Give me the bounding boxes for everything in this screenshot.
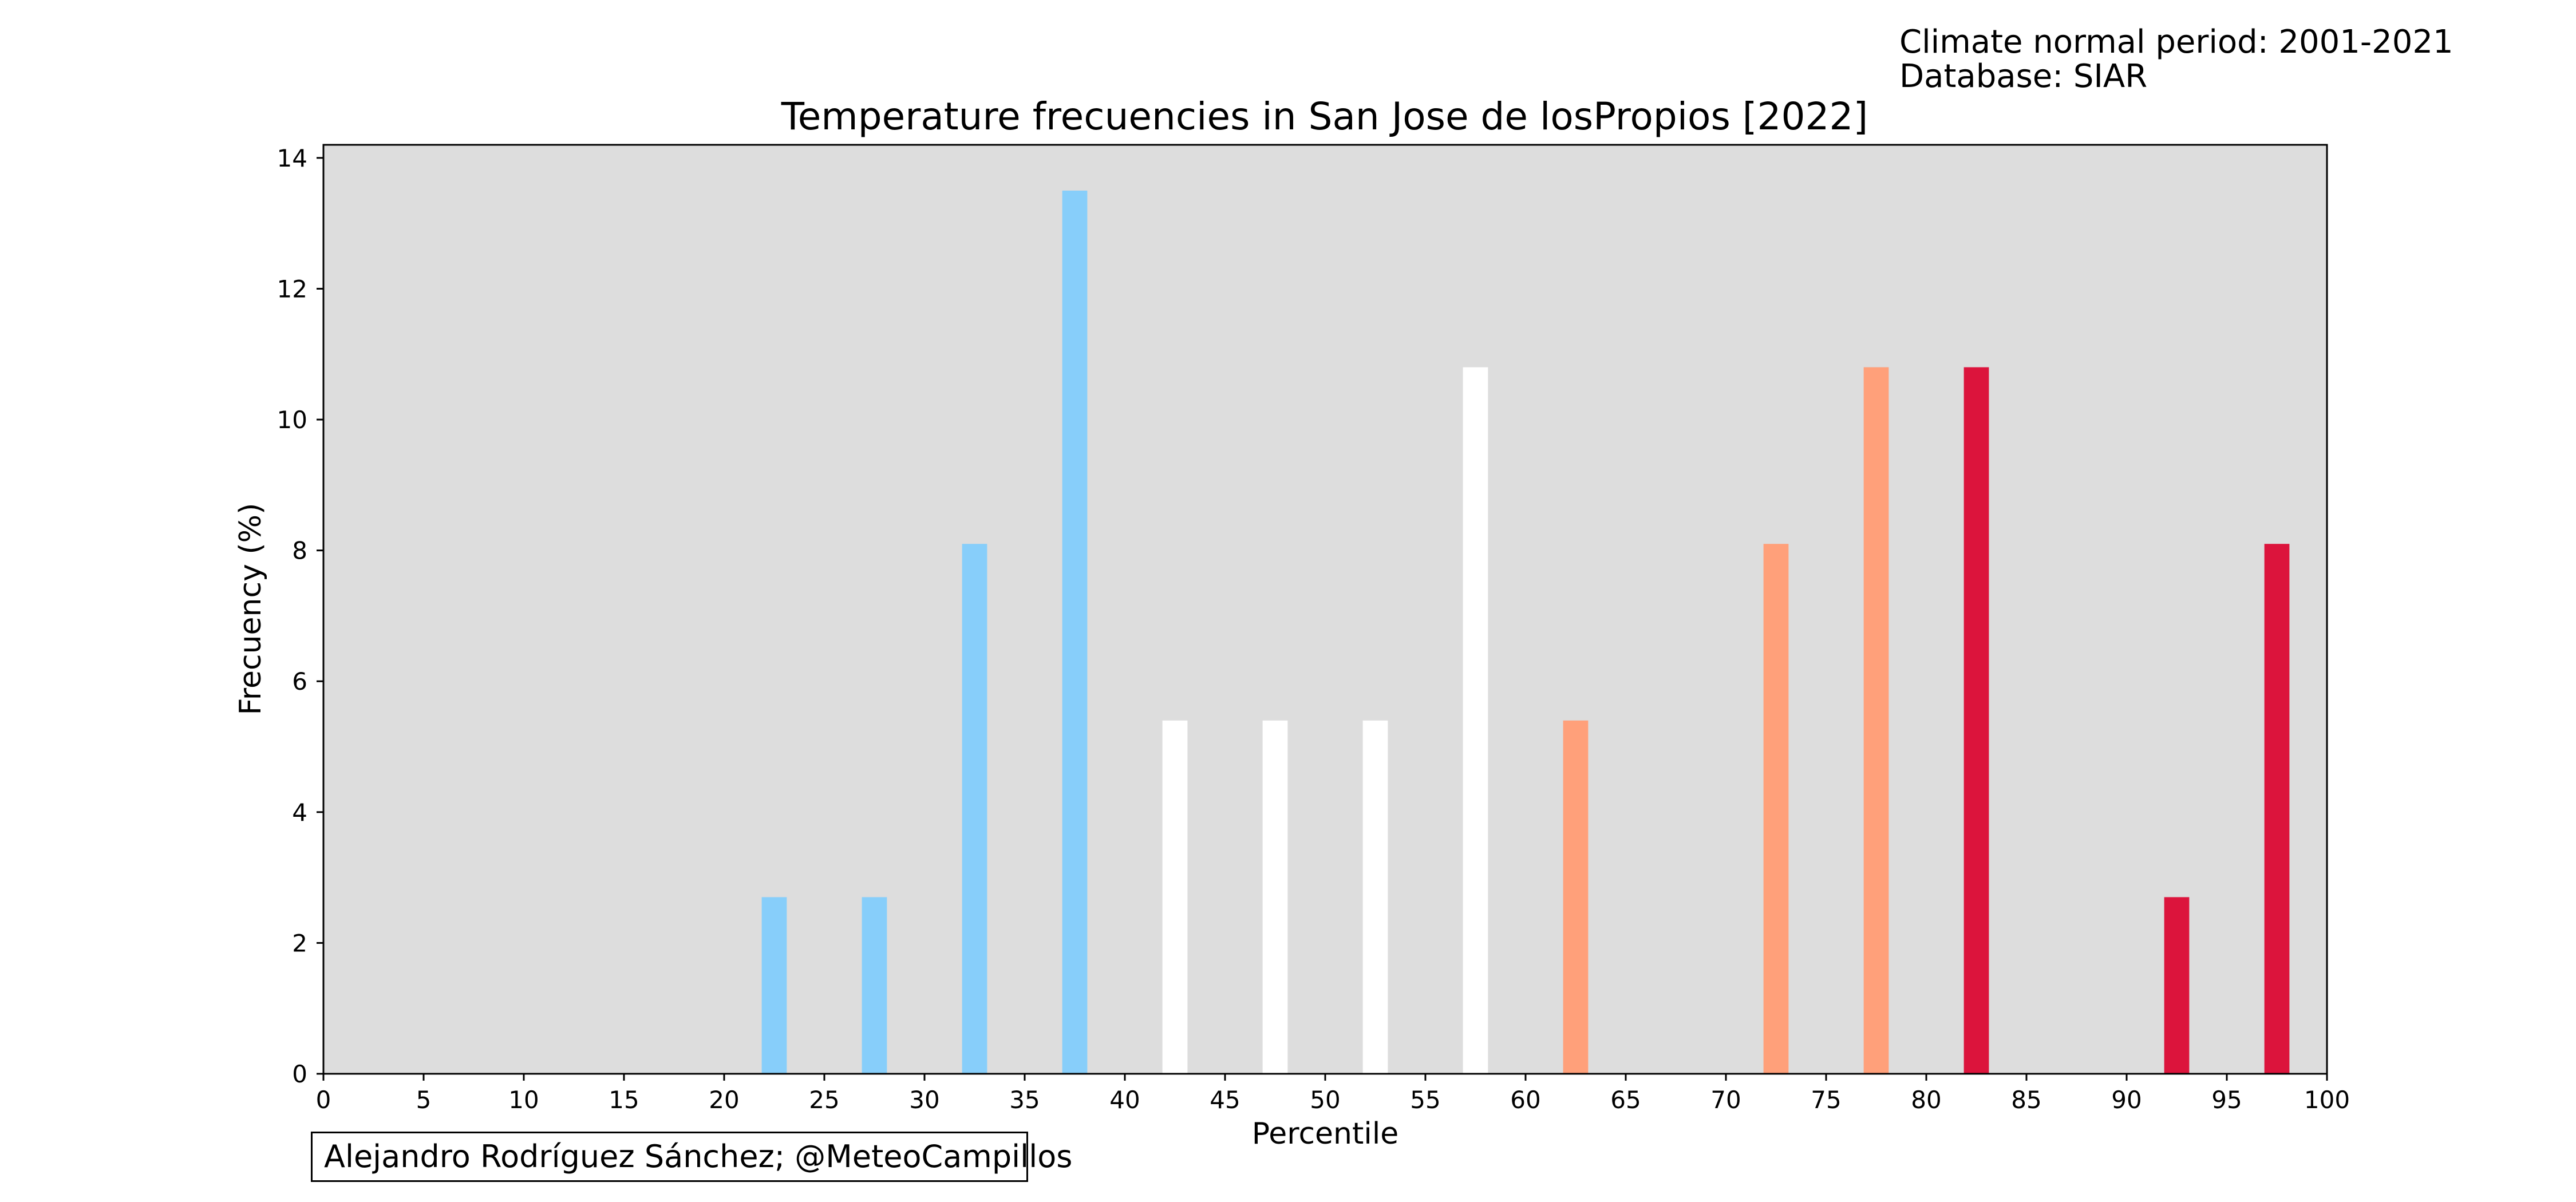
bar-27.5 — [862, 897, 887, 1074]
x-tick-label: 65 — [1610, 1086, 1641, 1114]
y-tick-label: 12 — [277, 275, 307, 303]
bar-72.5 — [1764, 544, 1789, 1074]
x-tick-label: 100 — [2304, 1086, 2350, 1114]
x-tick-label: 40 — [1109, 1086, 1140, 1114]
x-tick-label: 80 — [1911, 1086, 1941, 1114]
x-tick-label: 55 — [1410, 1086, 1440, 1114]
x-tick-label: 35 — [1009, 1086, 1040, 1114]
x-tick-label: 30 — [909, 1086, 939, 1114]
x-tick-label: 0 — [316, 1086, 331, 1114]
bar-82.5 — [1964, 367, 1989, 1074]
y-tick-label: 10 — [277, 406, 307, 434]
x-tick-label: 50 — [1310, 1086, 1340, 1114]
bar-57.5 — [1463, 367, 1488, 1074]
y-axis-label: Frecuency (%) — [234, 503, 268, 715]
bar-62.5 — [1563, 721, 1589, 1074]
y-tick-label: 0 — [292, 1060, 307, 1088]
bar-97.5 — [2265, 544, 2290, 1074]
x-tick-label: 90 — [2111, 1086, 2142, 1114]
x-tick-label: 70 — [1710, 1086, 1741, 1114]
x-tick-label: 75 — [1811, 1086, 1841, 1114]
bar-42.5 — [1163, 721, 1188, 1074]
chart-title: Temperature frecuencies in San Jose de l… — [781, 94, 1868, 139]
x-tick-label: 85 — [2011, 1086, 2041, 1114]
x-tick-label: 20 — [709, 1086, 739, 1114]
x-axis-label: Percentile — [1252, 1117, 1399, 1151]
x-tick-label: 10 — [508, 1086, 539, 1114]
x-tick-label: 25 — [809, 1086, 839, 1114]
bar-47.5 — [1263, 721, 1288, 1074]
y-axis-ticks: 0 2 4 6 8 10 12 14 — [277, 144, 323, 1088]
x-tick-label: 60 — [1510, 1086, 1540, 1114]
y-tick-label: 6 — [292, 667, 307, 695]
bar-22.5 — [762, 897, 787, 1074]
bar-37.5 — [1062, 191, 1088, 1074]
bar-77.5 — [1864, 367, 1889, 1074]
plot-area — [323, 145, 2327, 1074]
x-tick-label: 45 — [1210, 1086, 1240, 1114]
y-tick-label: 8 — [292, 537, 307, 565]
x-tick-label: 15 — [609, 1086, 639, 1114]
y-tick-label: 4 — [292, 798, 307, 827]
x-tick-label: 95 — [2211, 1086, 2242, 1114]
bar-52.5 — [1363, 721, 1388, 1074]
x-axis-ticks: 0 5 10 15 20 25 30 35 40 45 50 55 60 65 70 75 80 85 90 95 10… — [316, 1074, 2350, 1114]
bar-32.5 — [962, 544, 987, 1074]
credit-box: Alejandro Rodríguez Sánchez; @MeteoCampi… — [311, 1132, 1028, 1182]
y-tick-label: 2 — [292, 929, 307, 957]
y-tick-label: 14 — [277, 144, 307, 172]
bar-92.5 — [2164, 897, 2190, 1074]
x-tick-label: 5 — [416, 1086, 432, 1114]
